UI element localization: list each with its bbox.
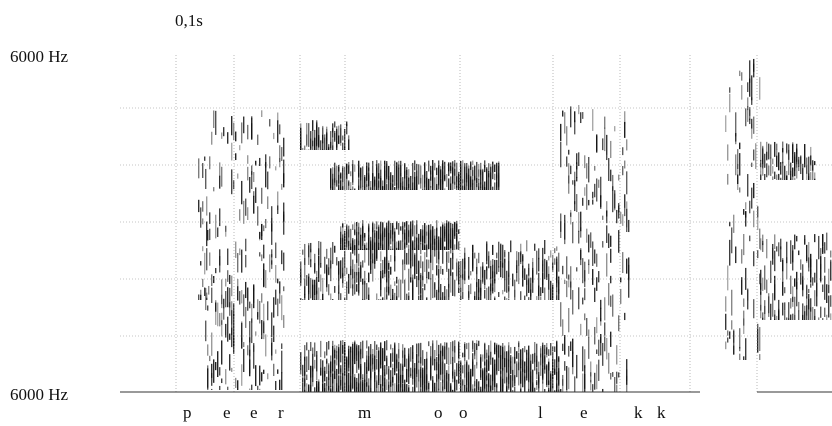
energy-region-2 [300, 240, 560, 300]
segment-label-5: o [434, 403, 443, 422]
segment-label-4: m [358, 403, 371, 422]
segment-label-3: r [278, 403, 284, 422]
energy-region-7 [725, 58, 761, 360]
y-axis-top-label: 6000 Hz [10, 47, 69, 66]
energy-region-9 [760, 141, 816, 180]
segment-label-10: k [657, 403, 666, 422]
energy-region-10 [198, 156, 210, 300]
segment-label-7: l [538, 403, 543, 422]
energy-region-3 [330, 160, 500, 190]
y-axis-bottom-label: 6000 Hz [10, 385, 69, 404]
energy-region-0 [205, 110, 285, 390]
segment-label-2: e [250, 403, 258, 422]
time-scale-label: 0,1s [175, 11, 203, 30]
grid-lines [120, 55, 832, 392]
energy-region-5 [560, 104, 630, 392]
energy-region-4 [340, 220, 460, 250]
energy-region-8 [760, 232, 832, 320]
energy-region-6 [300, 120, 350, 150]
energy-region-1 [300, 340, 560, 392]
segment-label-8: e [580, 403, 588, 422]
segment-label-6: o [459, 403, 468, 422]
segment-label-9: k [634, 403, 643, 422]
segment-label-1: e [223, 403, 231, 422]
segment-label-0: p [183, 403, 192, 422]
spectrogram-energy-layer [198, 58, 832, 392]
